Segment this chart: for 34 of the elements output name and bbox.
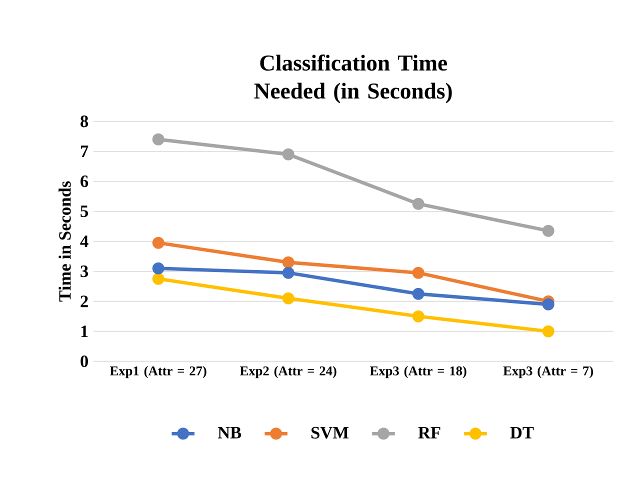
y-tick-label: 8 <box>80 116 88 128</box>
point <box>412 310 424 322</box>
y-tick-label: 3 <box>80 266 88 278</box>
point <box>542 325 554 338</box>
point <box>412 198 424 210</box>
point <box>282 256 294 268</box>
x-tick-label: Exp3 (Attr = 7) <box>503 366 593 378</box>
x-tick-label: Exp3 (Attr = 18) <box>370 366 466 378</box>
point <box>282 266 294 279</box>
y-tick-label: 0 <box>80 355 88 368</box>
y-tick-label: 4 <box>80 236 88 248</box>
point <box>152 236 164 249</box>
point <box>542 224 554 237</box>
point <box>282 292 294 304</box>
y-tick-label: 2 <box>80 296 88 308</box>
point <box>412 288 424 300</box>
legend-label: RF <box>418 426 440 438</box>
x-tick-label: Exp2 (Attr = 24) <box>240 366 336 378</box>
y-tick-label: 6 <box>80 176 88 188</box>
x-tick-label: Exp1 (Attr = 27) <box>110 366 206 378</box>
point <box>542 298 554 310</box>
y-tick-label: 7 <box>80 146 88 158</box>
chart-title: Classification Time Needed (in Seconds) <box>254 54 452 104</box>
point <box>152 133 164 146</box>
legend-label: NB <box>218 426 242 438</box>
y-tick-label: 5 <box>80 206 88 218</box>
legend-label: SVM <box>311 426 349 439</box>
point <box>282 148 294 160</box>
point <box>412 266 424 279</box>
y-axis-title: Time in Seconds <box>58 181 71 302</box>
point <box>152 262 164 274</box>
point <box>152 272 164 285</box>
y-tick-label: 1 <box>81 326 88 338</box>
legend-label: DT <box>510 426 534 438</box>
